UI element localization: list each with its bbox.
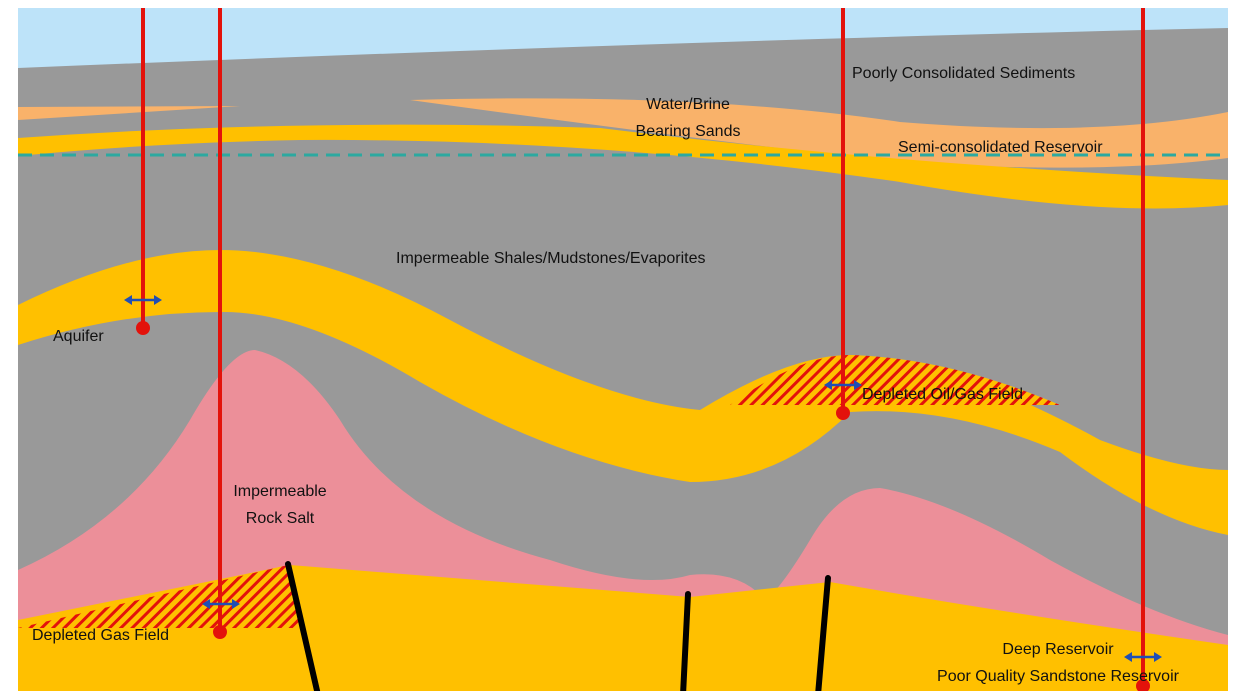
label: Water/Brine bbox=[646, 96, 730, 113]
label: Depleted Gas Field bbox=[32, 627, 169, 644]
cross-section bbox=[18, 0, 1228, 691]
label: Impermeable Shales/Mudstones/Evaporites bbox=[396, 250, 706, 267]
label: Impermeable bbox=[233, 483, 326, 500]
label: Bearing Sands bbox=[636, 123, 741, 140]
label: Semi-consolidated Reservoir bbox=[898, 139, 1103, 156]
label: Depleted Oil/Gas Field bbox=[862, 386, 1023, 403]
label: Poorly Consolidated Sediments bbox=[852, 65, 1075, 82]
label: Rock Salt bbox=[246, 510, 315, 527]
label: Poor Quality Sandstone Reservoir bbox=[937, 668, 1180, 685]
geology-diagram: Poorly Consolidated Sediments Water/Brin… bbox=[0, 0, 1237, 691]
label: Aquifer bbox=[53, 328, 104, 345]
label: Deep Reservoir bbox=[1002, 641, 1114, 658]
